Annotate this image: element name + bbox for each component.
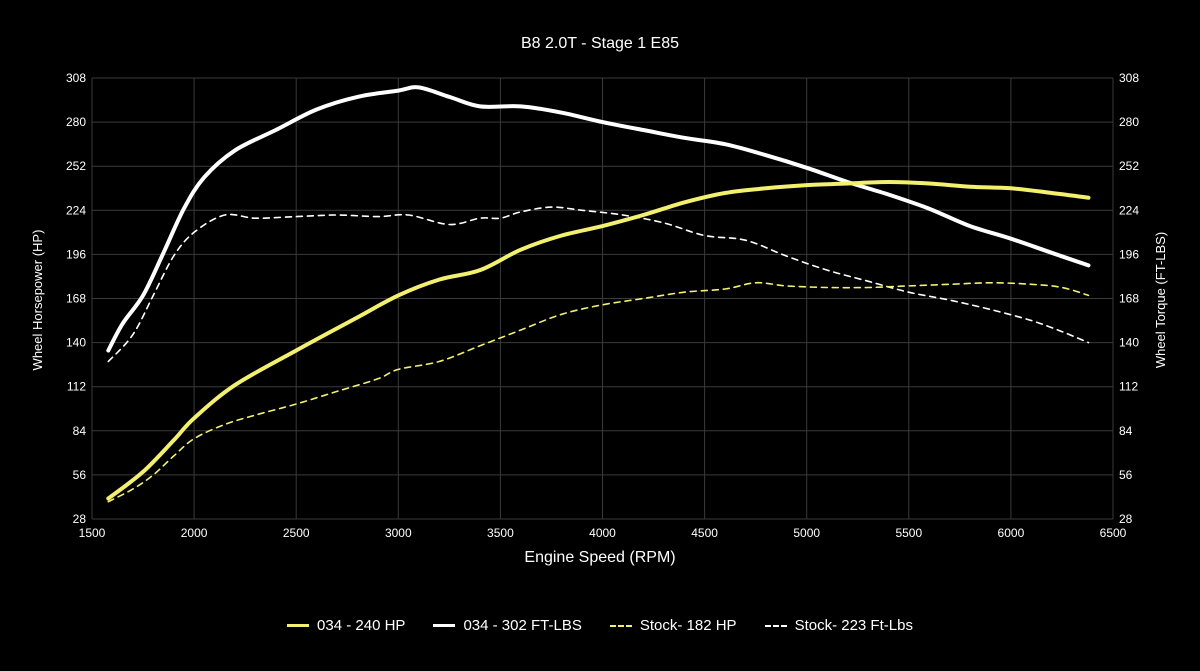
y-tick-label-left: 224 (66, 203, 86, 217)
legend-label-034-hp: 034 - 240 HP (317, 617, 406, 634)
legend-item-034-hp[interactable]: 034 - 240 HP (287, 617, 405, 634)
series-line-1 (106, 85, 1091, 353)
y-tick-label-left: 168 (66, 292, 86, 306)
x-tick-label: 2000 (181, 526, 208, 540)
y-tick-label-left: 252 (66, 159, 86, 173)
y-tick-label-right: 112 (1119, 380, 1138, 394)
legend-label-034-tq: 034 - 302 FT-LBS (463, 617, 582, 634)
chart-title: B8 2.0T - Stage 1 E85 (521, 35, 679, 52)
x-tick-label: 2500 (283, 526, 310, 540)
legend-item-stock-tq[interactable]: Stock- 223 Ft-Lbs (764, 617, 913, 634)
y-tick-label-right: 168 (1119, 292, 1139, 306)
x-tick-label: 6500 (1100, 526, 1127, 540)
legend-swatch-034-tq (433, 624, 456, 627)
legend-item-034-tq[interactable]: 034 - 302 FT-LBS (433, 617, 582, 634)
series-line-3 (107, 206, 1090, 363)
series-line-0 (106, 180, 1091, 501)
y-tick-label-left: 84 (73, 424, 87, 438)
x-tick-label: 4500 (691, 526, 718, 540)
x-tick-label: 5000 (793, 526, 820, 540)
y-tick-label-left: 280 (66, 115, 86, 129)
series-group (106, 85, 1091, 503)
y-tick-label-left: 56 (73, 468, 87, 482)
y-tick-label-right: 196 (1119, 247, 1139, 261)
legend: 034 - 240 HP 034 - 302 FT-LBS Stock- 182… (0, 617, 1200, 634)
x-tick-label: 5500 (895, 526, 922, 540)
legend-swatch-stock-tq (764, 624, 787, 627)
x-tick-label: 3000 (385, 526, 412, 540)
y-tick-label-left: 140 (66, 336, 86, 350)
y-tick-label-right: 224 (1119, 203, 1139, 217)
y-tick-label-right: 140 (1119, 336, 1139, 350)
y-tick-label-right: 84 (1119, 424, 1133, 438)
legend-label-stock-tq: Stock- 223 Ft-Lbs (794, 617, 913, 634)
grid (91, 77, 1114, 520)
legend-item-stock-hp[interactable]: Stock- 182 HP (609, 617, 737, 634)
x-tick-label: 4000 (589, 526, 616, 540)
series-line-2 (107, 281, 1090, 503)
y-tick-label-left: 196 (66, 247, 86, 261)
y-tick-label-right: 280 (1119, 115, 1139, 129)
y-axis-title-left: Wheel Horsepower (HP) (30, 230, 45, 371)
y-tick-label-left: 308 (66, 71, 86, 85)
x-tick-label: 6000 (998, 526, 1025, 540)
legend-label-stock-hp: Stock- 182 HP (639, 617, 737, 634)
legend-swatch-034-hp (287, 624, 310, 627)
x-tick-label: 3500 (487, 526, 514, 540)
x-tick-label: 1500 (79, 526, 106, 540)
axes: 1500 2000 2500 3000 3500 4000 4500 5000 5500 6000… (66, 71, 1139, 540)
y-tick-label-left: 112 (67, 380, 86, 394)
y-tick-label-right: 56 (1119, 468, 1133, 482)
y-axis-title-right: Wheel Torque (FT-LBS) (1153, 232, 1168, 368)
x-axis-title: Engine Speed (RPM) (524, 549, 675, 566)
y-tick-label-right: 28 (1119, 512, 1133, 526)
y-tick-label-right: 308 (1119, 71, 1139, 85)
legend-swatch-stock-hp (609, 624, 632, 627)
y-tick-label-right: 252 (1119, 159, 1139, 173)
y-tick-label-left: 28 (73, 512, 87, 526)
